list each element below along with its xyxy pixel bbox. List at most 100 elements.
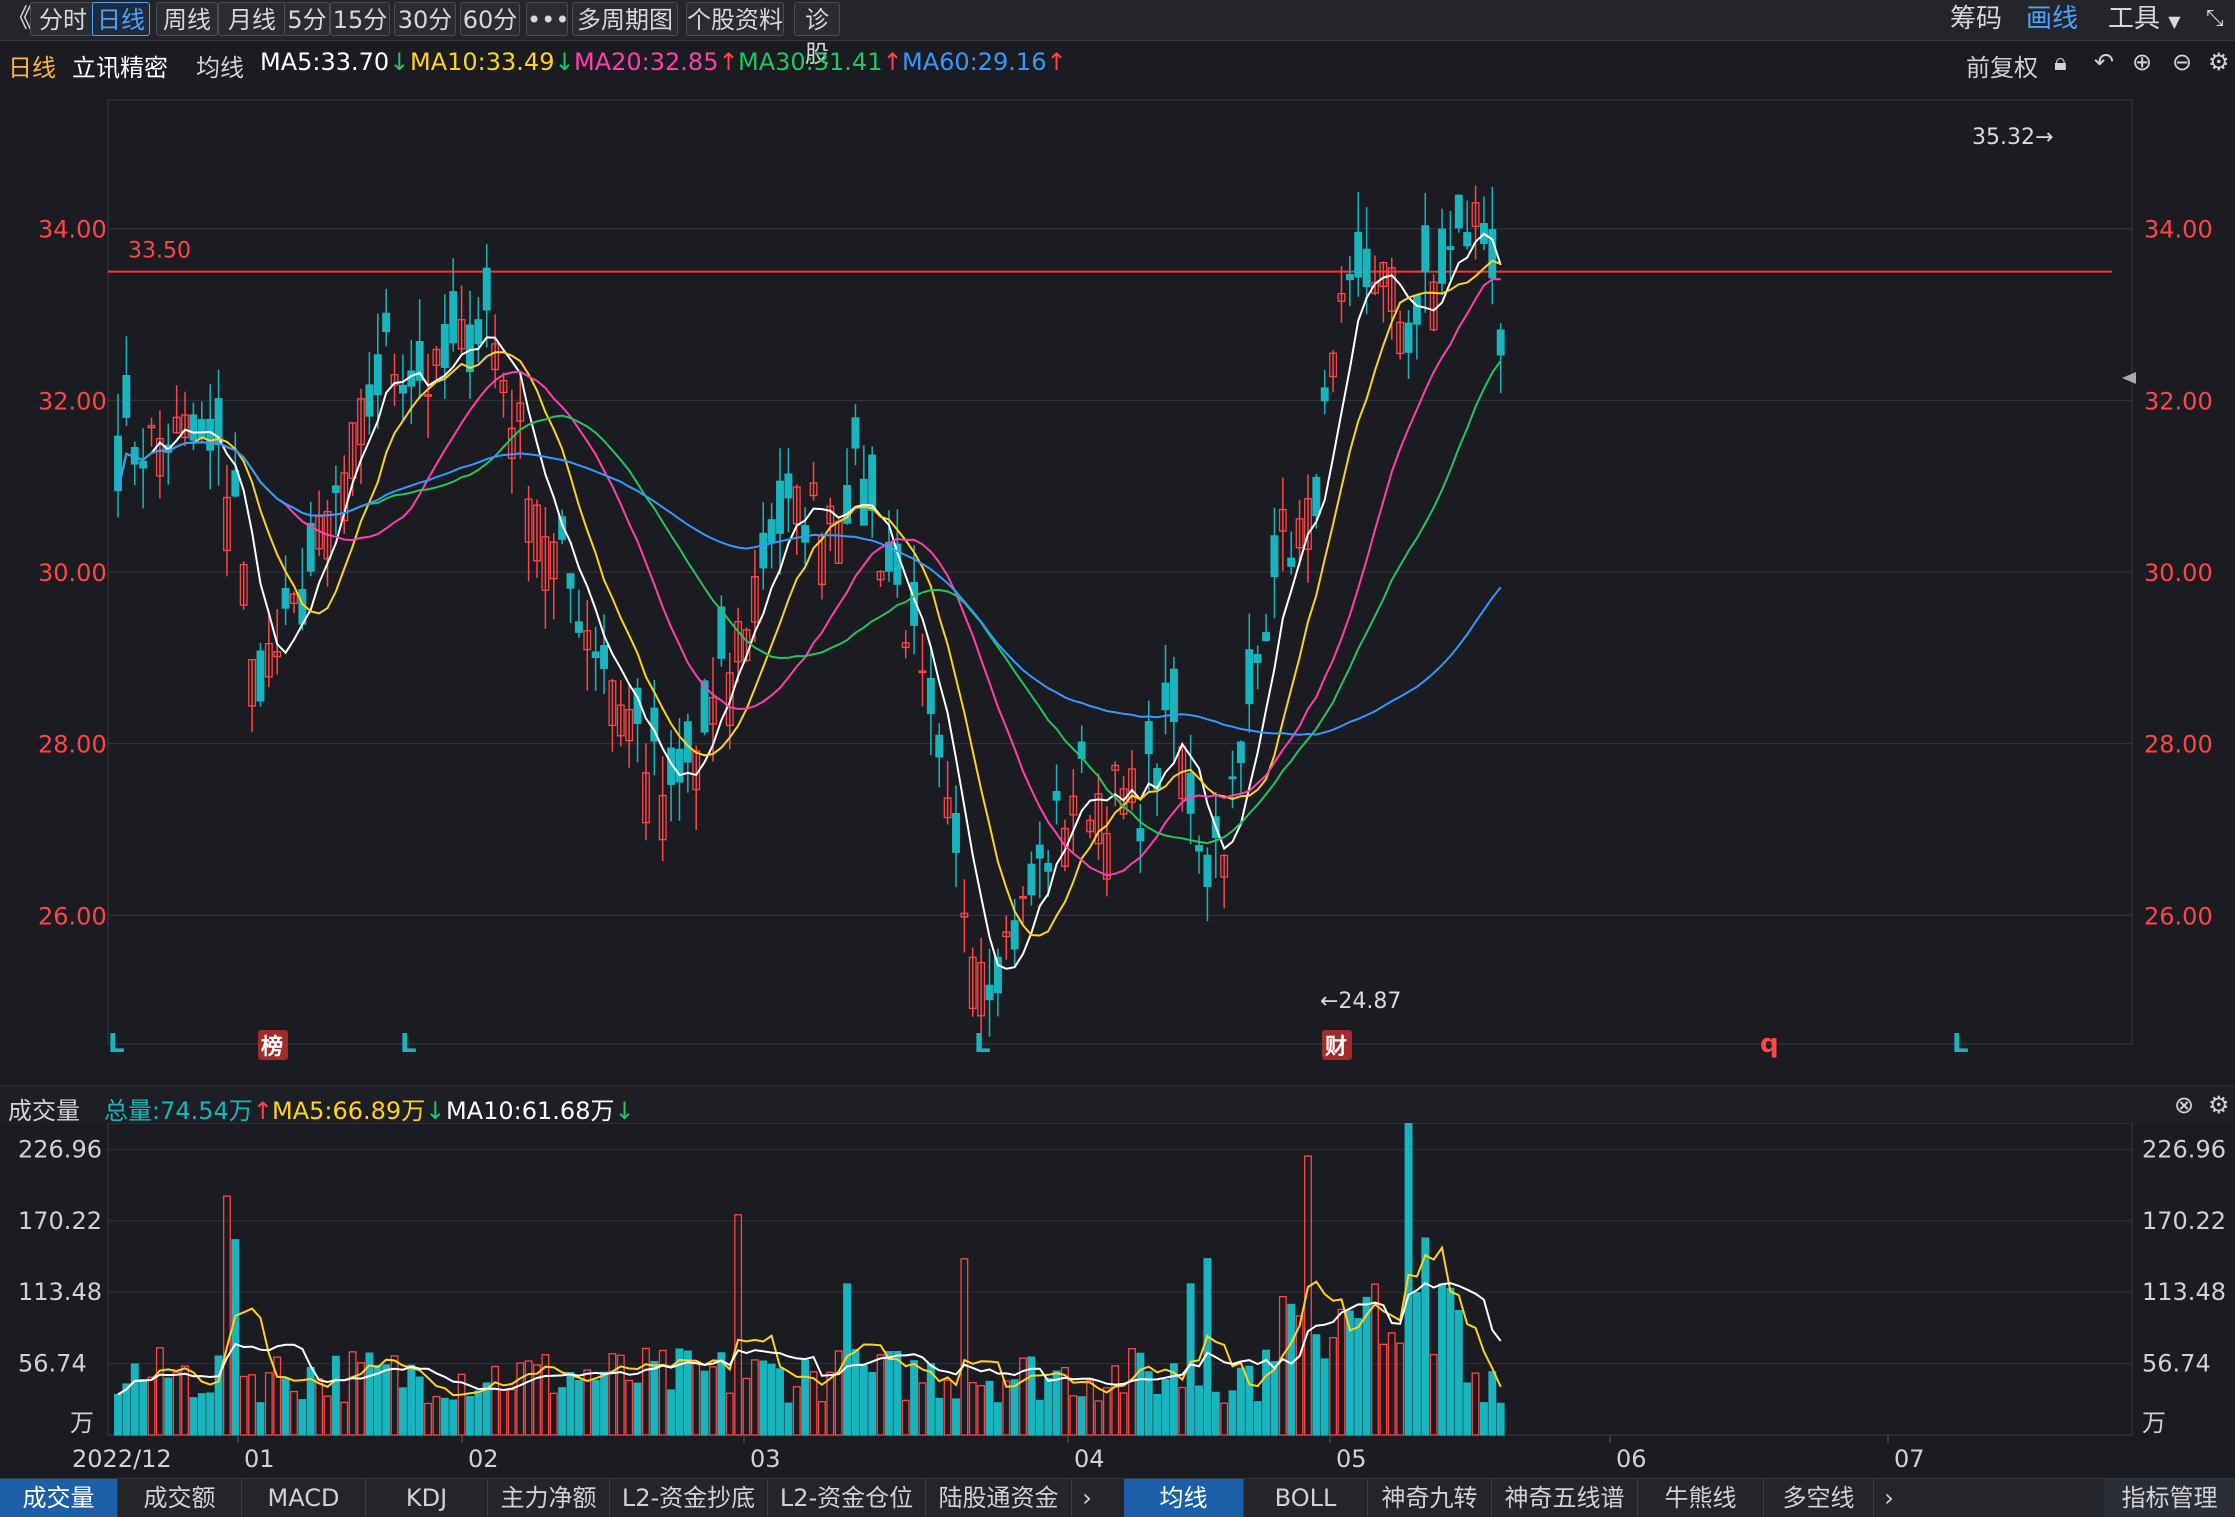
chevron-right-icon[interactable]: › — [1082, 1484, 1092, 1512]
indicator-tabs: 成交量 成交额 MACD KDJ 主力净额 L2-资金抄底 L2-资金仓位 陆股通资金 › 均… — [0, 1478, 2235, 1517]
tab-0[interactable]: 分时 — [30, 2, 96, 36]
stock-name[interactable]: 立讯精密 — [72, 54, 168, 82]
candle — [139, 460, 148, 469]
tab-2[interactable]: 周线 — [156, 2, 218, 36]
candle — [1136, 828, 1145, 842]
candle — [415, 340, 424, 381]
ma30-value: MA30:31.41↑ — [738, 48, 903, 76]
chips-button[interactable]: 筹码 — [1950, 4, 2003, 34]
indicator-tab-7[interactable]: 陆股通资金 — [926, 1479, 1072, 1517]
volume-bar — [709, 1366, 717, 1436]
volume-bar — [1211, 1391, 1220, 1436]
volume-bar — [952, 1398, 960, 1436]
event-marker[interactable]: 榜 — [261, 1034, 283, 1060]
volume-bar — [1027, 1356, 1036, 1436]
tools-menu[interactable]: 工具 ▼ — [2108, 2, 2181, 36]
lock-icon[interactable]: 🔒︎ — [2054, 48, 2067, 76]
close-icon[interactable]: ⊗ — [2174, 1091, 2195, 1119]
volume-bar — [901, 1399, 910, 1436]
overlay-tab-3[interactable]: 神奇五线谱 — [1492, 1479, 1638, 1517]
zoom-in-icon[interactable]: ⊕ — [2132, 48, 2153, 76]
tab-8[interactable]: ••• — [526, 2, 569, 36]
indicator-tab-1[interactable]: 成交额 — [118, 1479, 242, 1517]
tab-9[interactable]: 多周期图 — [572, 2, 678, 36]
candle — [826, 505, 835, 525]
indicator-manage-button[interactable]: 指标管理 — [2104, 1479, 2235, 1517]
date-label: 02 — [468, 1445, 499, 1473]
indicator-tab-2[interactable]: MACD — [242, 1479, 366, 1517]
candle — [1345, 273, 1354, 281]
chevron-right-icon[interactable]: › — [1884, 1484, 1894, 1512]
tab-5[interactable]: 15分 — [330, 2, 390, 36]
volume-bar — [1387, 1332, 1396, 1436]
volume-bar — [1136, 1352, 1145, 1436]
volume-bar — [591, 1379, 600, 1436]
indicator-tab-5[interactable]: L2-资金抄底 — [610, 1479, 768, 1517]
event-marker[interactable]: 财 — [1325, 1035, 1347, 1060]
arrow-down-icon: ↓ — [389, 48, 410, 76]
candle — [1111, 764, 1120, 771]
expand-icon[interactable]: ⤡ — [2206, 6, 2224, 31]
candle — [155, 437, 164, 477]
overlay-tab-0[interactable]: 均线 — [1124, 1479, 1244, 1517]
adjust-mode[interactable]: 前复权 — [1966, 54, 2038, 82]
candle — [1354, 231, 1363, 278]
indicator-tab-3[interactable]: KDJ — [366, 1479, 488, 1517]
draw-line-button[interactable]: 画线 — [2026, 4, 2079, 34]
candle — [943, 797, 952, 819]
indicator-tab-6[interactable]: L2-资金仓位 — [768, 1479, 926, 1517]
candle — [641, 772, 650, 824]
overlay-tab-5[interactable]: 多空线 — [1764, 1479, 1874, 1517]
volume-tick-left: 226.96 — [18, 1135, 102, 1163]
candle — [1128, 768, 1136, 803]
volume-bar — [1379, 1343, 1388, 1436]
candle — [273, 651, 282, 658]
indicator-tab-4[interactable]: 主力净额 — [488, 1479, 610, 1517]
volume-bar — [1295, 1315, 1304, 1436]
arrow-up-icon: ↑ — [882, 48, 903, 76]
current-price-pointer — [2122, 372, 2136, 384]
zoom-out-icon[interactable]: ⊖ — [2172, 48, 2193, 76]
candle — [1220, 854, 1229, 878]
indicator-tab-0[interactable]: 成交量 — [0, 1479, 118, 1517]
tab-1[interactable]: 日线 — [92, 2, 150, 36]
collapse-left-icon[interactable]: 《 — [6, 4, 33, 34]
tab-6[interactable]: 30分 — [394, 2, 456, 36]
volume-chart[interactable]: 226.96 226.96 170.22 170.22 113.48 113.48 56.7… — [0, 1123, 2235, 1478]
ma20-text: MA20:32.85 — [574, 48, 719, 76]
tab-10[interactable]: 个股资料 — [686, 2, 784, 36]
high-label: 35.32→ — [1972, 125, 2053, 150]
gear-icon[interactable]: ⚙ — [2208, 1091, 2230, 1119]
overlay-tab-1[interactable]: BOLL — [1244, 1479, 1368, 1517]
tab-3[interactable]: 月线 — [218, 2, 286, 36]
tab-11[interactable]: 诊股 — [794, 2, 840, 68]
candle — [776, 480, 784, 534]
undo-icon[interactable]: ↶ — [2094, 48, 2115, 76]
ma10-line — [117, 259, 1502, 937]
candlestick-chart[interactable]: 34.00 34.00 32.00 32.00 30.00 30.00 28.00 28.00… — [0, 82, 2235, 1082]
ma5-value: MA5:33.70↓ — [260, 48, 409, 76]
overlay-tab-2[interactable]: 神奇九转 — [1368, 1479, 1492, 1517]
event-marker[interactable]: L — [974, 1029, 991, 1059]
volume-bar — [1069, 1395, 1078, 1436]
volume-bar — [935, 1397, 944, 1436]
volume-bar — [1077, 1396, 1086, 1436]
event-marker[interactable]: L — [108, 1029, 125, 1059]
volume-bar — [1287, 1303, 1296, 1436]
event-marker[interactable]: q — [1760, 1029, 1779, 1059]
candle — [1463, 232, 1472, 247]
date-label: 01 — [244, 1445, 275, 1473]
volume-bar — [1253, 1401, 1262, 1436]
ma-label[interactable]: 均线 — [196, 54, 244, 82]
gear-icon[interactable]: ⚙ — [2208, 48, 2230, 76]
volume-bar — [776, 1368, 784, 1436]
candle — [851, 417, 860, 449]
overlay-tab-4[interactable]: 牛熊线 — [1638, 1479, 1764, 1517]
event-marker[interactable]: L — [1952, 1029, 1969, 1059]
tab-4[interactable]: 5分 — [284, 2, 330, 36]
volume-bar — [558, 1387, 567, 1436]
event-marker[interactable]: L — [400, 1029, 417, 1059]
volume-bar — [172, 1371, 181, 1436]
tab-7[interactable]: 60分 — [460, 2, 520, 36]
volume-title[interactable]: 成交量 — [8, 1097, 80, 1125]
